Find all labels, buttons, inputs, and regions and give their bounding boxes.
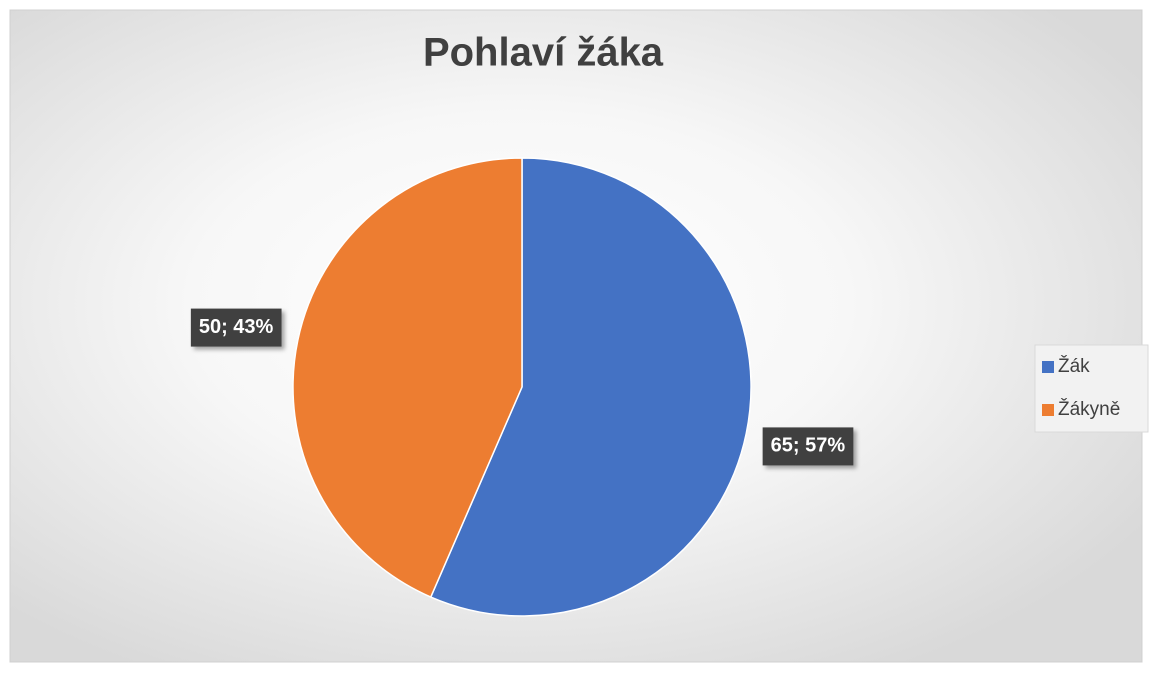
data-label-box bbox=[762, 427, 854, 466]
legend-label: Žákyně bbox=[1058, 398, 1120, 420]
data-labels: 65; 57% 50; 43% bbox=[190, 308, 854, 466]
legend-label: Žák bbox=[1058, 355, 1090, 377]
legend-entries: Žák Žákyně bbox=[1042, 355, 1120, 420]
legend bbox=[1034, 344, 1149, 433]
pie bbox=[292, 157, 752, 617]
data-label-box bbox=[190, 308, 282, 347]
data-label: 65; 57% bbox=[771, 435, 846, 457]
pie-slice bbox=[429, 157, 752, 617]
pie-slice bbox=[292, 157, 523, 599]
legend-swatch bbox=[1042, 361, 1054, 373]
chart-title: Pohlaví žáka bbox=[423, 31, 664, 75]
data-label: 50; 43% bbox=[199, 316, 274, 338]
legend-swatch bbox=[1042, 404, 1054, 416]
